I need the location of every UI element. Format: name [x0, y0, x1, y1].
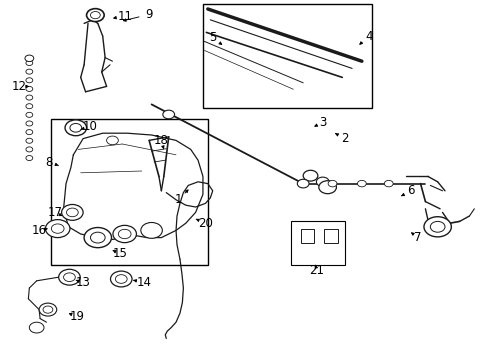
Text: 20: 20	[198, 217, 212, 230]
Circle shape	[297, 179, 308, 188]
Circle shape	[26, 86, 33, 91]
Text: 17: 17	[47, 206, 62, 219]
Text: 2: 2	[340, 132, 348, 145]
Circle shape	[70, 123, 81, 132]
Circle shape	[26, 60, 33, 66]
Circle shape	[429, 221, 444, 232]
Text: 9: 9	[145, 8, 153, 21]
Circle shape	[65, 120, 86, 136]
Circle shape	[26, 112, 33, 117]
Circle shape	[115, 275, 127, 283]
Circle shape	[106, 136, 118, 145]
Circle shape	[43, 306, 53, 313]
Circle shape	[90, 232, 105, 243]
Circle shape	[25, 55, 34, 62]
Circle shape	[141, 222, 162, 238]
Circle shape	[318, 181, 336, 194]
Circle shape	[26, 95, 33, 100]
Circle shape	[26, 121, 33, 126]
Circle shape	[423, 217, 450, 237]
Circle shape	[66, 208, 78, 217]
Text: 3: 3	[318, 116, 326, 129]
Text: 4: 4	[365, 30, 372, 42]
Circle shape	[90, 12, 100, 19]
Circle shape	[63, 273, 75, 282]
Circle shape	[86, 9, 104, 22]
Circle shape	[45, 220, 70, 238]
Text: 14: 14	[137, 276, 151, 289]
Text: 16: 16	[32, 224, 46, 237]
Text: 5: 5	[208, 31, 216, 44]
Circle shape	[118, 229, 131, 239]
Text: 12: 12	[12, 80, 27, 93]
Text: 13: 13	[76, 276, 90, 289]
Text: 10: 10	[83, 120, 98, 132]
Bar	[290, 221, 344, 265]
Circle shape	[51, 224, 64, 233]
Circle shape	[61, 204, 83, 220]
Text: 15: 15	[112, 247, 127, 260]
Circle shape	[26, 156, 33, 161]
Text: 6: 6	[406, 184, 414, 197]
Circle shape	[110, 271, 132, 287]
Text: 11: 11	[117, 10, 132, 23]
Circle shape	[384, 180, 392, 187]
Circle shape	[39, 303, 57, 316]
Circle shape	[163, 110, 174, 119]
Circle shape	[26, 147, 33, 152]
Text: 18: 18	[154, 134, 168, 147]
Circle shape	[327, 180, 336, 187]
Circle shape	[29, 322, 44, 333]
Circle shape	[26, 104, 33, 109]
Circle shape	[26, 69, 33, 74]
Circle shape	[26, 78, 33, 83]
Text: 1: 1	[174, 193, 182, 206]
Bar	[300, 229, 314, 243]
Circle shape	[316, 177, 328, 186]
Bar	[324, 229, 337, 243]
Bar	[51, 119, 207, 265]
Text: 7: 7	[413, 231, 421, 244]
Bar	[203, 4, 371, 108]
Circle shape	[303, 170, 317, 181]
Text: 8: 8	[45, 156, 53, 168]
Circle shape	[113, 225, 136, 243]
Circle shape	[26, 138, 33, 143]
Circle shape	[26, 130, 33, 135]
Circle shape	[84, 228, 111, 248]
Text: 19: 19	[70, 310, 84, 323]
Text: 21: 21	[309, 264, 324, 277]
Circle shape	[59, 269, 80, 285]
Circle shape	[357, 180, 366, 187]
